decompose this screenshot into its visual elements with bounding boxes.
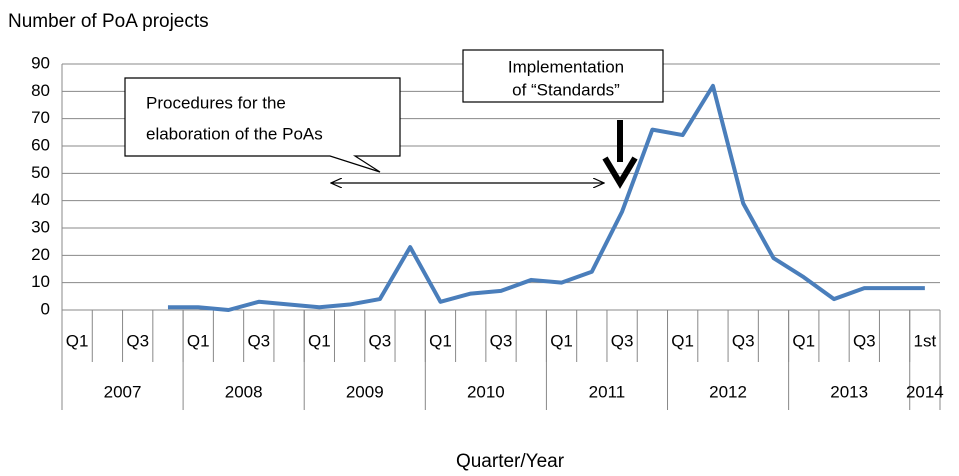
callout-box [124, 77, 401, 173]
y-tick-label: 20 [31, 245, 50, 264]
x-group-label: 2010 [467, 382, 505, 401]
thick-arrow-head [602, 156, 638, 189]
x-tick-label: Q1 [66, 331, 89, 350]
x-group-label: 2011 [589, 382, 626, 401]
x-tick-label: Q1 [550, 331, 573, 350]
y-tick-label: 80 [31, 81, 50, 100]
x-group-label: 2013 [830, 382, 868, 401]
x-tick-label: Q1 [308, 331, 331, 350]
x-tick-label: Q1 [792, 331, 815, 350]
x-tick-label: Q1 [671, 331, 694, 350]
x-tick-label: Q3 [732, 331, 755, 350]
x-tick-label: Q3 [853, 331, 876, 350]
x-tick-label: 1st [914, 331, 937, 350]
y-tick-label: 50 [31, 163, 50, 182]
x-group-label: 2014 [906, 382, 944, 401]
annotation-text: Implementation [508, 57, 624, 76]
x-tick-label: Q3 [247, 331, 270, 350]
y-tick-label: 70 [31, 108, 50, 127]
annotation-text: Procedures for the [146, 93, 286, 112]
y-tick-label: 40 [31, 190, 50, 209]
y-tick-label: 0 [41, 299, 50, 318]
y-tick-label: 90 [31, 53, 50, 72]
x-tick-label: Q3 [490, 331, 513, 350]
data-line [167, 83, 925, 312]
annotation-text: elaboration of the PoAs [146, 124, 323, 143]
y-axis-title: Number of PoA projects [8, 11, 209, 32]
x-tick-label: Q1 [429, 331, 452, 350]
x-tick-label: Q3 [369, 331, 392, 350]
x-group-label: 2009 [346, 382, 384, 401]
x-tick-label: Q3 [611, 331, 634, 350]
x-group-label: 2007 [104, 382, 142, 401]
y-tick-label: 30 [31, 217, 50, 236]
y-tick-label: 60 [31, 135, 50, 154]
x-group-label: 2008 [225, 382, 263, 401]
x-tick-label: Q3 [126, 331, 149, 350]
x-axis-title: Quarter/Year [456, 451, 565, 472]
x-tick-label: Q1 [187, 331, 210, 350]
x-group-label: 2012 [709, 382, 747, 401]
callout-box [462, 49, 664, 103]
y-tick-label: 10 [31, 272, 50, 291]
annotation-text: of “Standards” [512, 80, 620, 99]
